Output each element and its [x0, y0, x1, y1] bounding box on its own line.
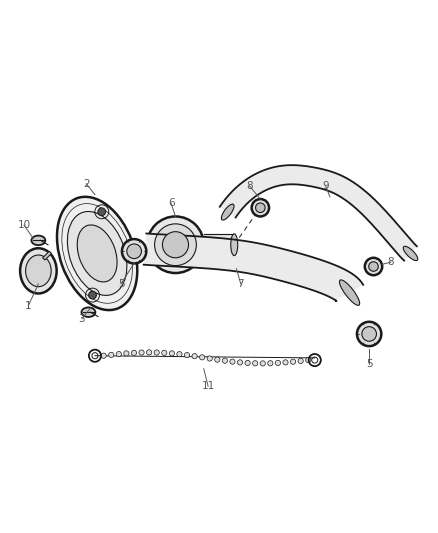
Text: 7: 7 — [237, 279, 244, 289]
Circle shape — [357, 322, 381, 346]
Circle shape — [255, 203, 265, 213]
Circle shape — [365, 258, 382, 275]
Circle shape — [369, 262, 378, 271]
Circle shape — [177, 352, 182, 357]
Ellipse shape — [81, 308, 95, 317]
Circle shape — [139, 350, 144, 355]
Ellipse shape — [403, 246, 418, 261]
Polygon shape — [220, 165, 417, 261]
Circle shape — [122, 239, 146, 263]
Ellipse shape — [67, 212, 127, 295]
Circle shape — [268, 361, 273, 366]
Circle shape — [362, 327, 377, 341]
Ellipse shape — [25, 255, 51, 287]
Circle shape — [162, 350, 167, 356]
Circle shape — [131, 350, 137, 356]
Polygon shape — [144, 233, 363, 301]
Circle shape — [283, 360, 288, 365]
Circle shape — [98, 208, 106, 216]
Circle shape — [245, 360, 250, 366]
Text: 5: 5 — [366, 359, 372, 369]
Circle shape — [101, 353, 106, 358]
Ellipse shape — [221, 204, 234, 220]
Text: 11: 11 — [201, 381, 215, 391]
Circle shape — [215, 357, 220, 362]
Circle shape — [306, 358, 311, 362]
Circle shape — [109, 352, 114, 358]
Circle shape — [127, 244, 141, 259]
Circle shape — [276, 360, 280, 366]
Circle shape — [207, 356, 212, 361]
Ellipse shape — [231, 234, 238, 256]
Circle shape — [298, 358, 303, 364]
Circle shape — [200, 354, 205, 360]
Text: 1: 1 — [25, 301, 32, 311]
Ellipse shape — [57, 197, 137, 310]
Circle shape — [192, 353, 197, 359]
Circle shape — [155, 224, 196, 265]
Polygon shape — [204, 234, 234, 256]
Circle shape — [253, 361, 258, 366]
Text: 8: 8 — [388, 257, 394, 267]
Circle shape — [124, 351, 129, 356]
Circle shape — [260, 361, 265, 366]
Text: 8: 8 — [246, 181, 253, 191]
Circle shape — [147, 350, 152, 355]
Ellipse shape — [77, 225, 117, 282]
Circle shape — [154, 350, 159, 355]
Circle shape — [116, 351, 121, 357]
Circle shape — [222, 358, 227, 364]
Ellipse shape — [20, 248, 57, 294]
Circle shape — [230, 359, 235, 364]
Text: 6: 6 — [168, 198, 174, 208]
Ellipse shape — [339, 280, 360, 305]
Text: 5: 5 — [118, 279, 124, 289]
Circle shape — [147, 216, 204, 273]
Circle shape — [252, 199, 269, 216]
Circle shape — [169, 351, 174, 356]
Circle shape — [88, 291, 96, 299]
Circle shape — [290, 359, 296, 365]
Text: 9: 9 — [322, 181, 329, 191]
Circle shape — [237, 360, 243, 365]
Ellipse shape — [32, 236, 46, 245]
Circle shape — [162, 232, 188, 258]
Circle shape — [184, 352, 190, 358]
Text: 10: 10 — [18, 220, 31, 230]
Polygon shape — [43, 251, 51, 260]
Text: 3: 3 — [78, 314, 85, 324]
Text: 2: 2 — [83, 179, 89, 189]
